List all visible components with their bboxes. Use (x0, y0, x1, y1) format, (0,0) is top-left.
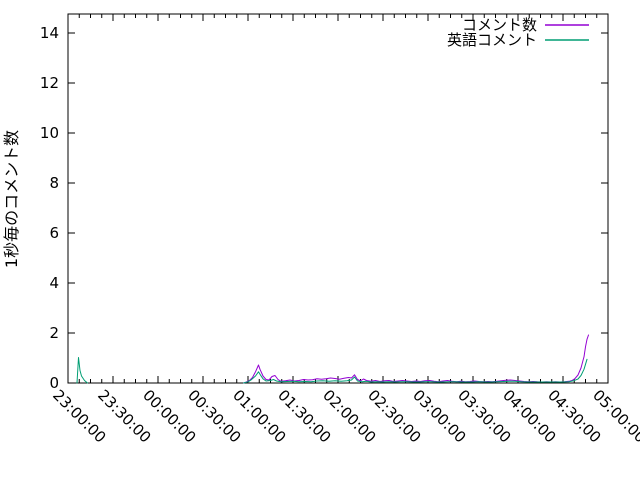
legend-label-english: 英語コメント (447, 31, 537, 49)
y-axis-title: 1秒毎のコメント数 (2, 130, 21, 268)
legend: コメント数 英語コメント (447, 16, 589, 49)
y-tick-label: 2 (49, 324, 59, 342)
series-line-english (76, 357, 88, 384)
y-tick-label: 4 (49, 274, 59, 292)
y-tick-label: 10 (40, 124, 59, 142)
y-tick-label: 14 (40, 24, 59, 42)
series-line-english (243, 358, 588, 384)
plot-area: 23:00:0023:30:0000:00:0000:30:0001:00:00… (40, 13, 640, 446)
y-tick-label: 12 (40, 74, 59, 92)
legend-label-comments: コメント数 (462, 16, 537, 34)
plot-border (67, 13, 609, 384)
y-tick-label: 0 (49, 374, 59, 392)
y-tick-label: 8 (49, 174, 59, 192)
y-tick-label: 6 (49, 224, 59, 242)
series-line-comments (243, 334, 589, 384)
